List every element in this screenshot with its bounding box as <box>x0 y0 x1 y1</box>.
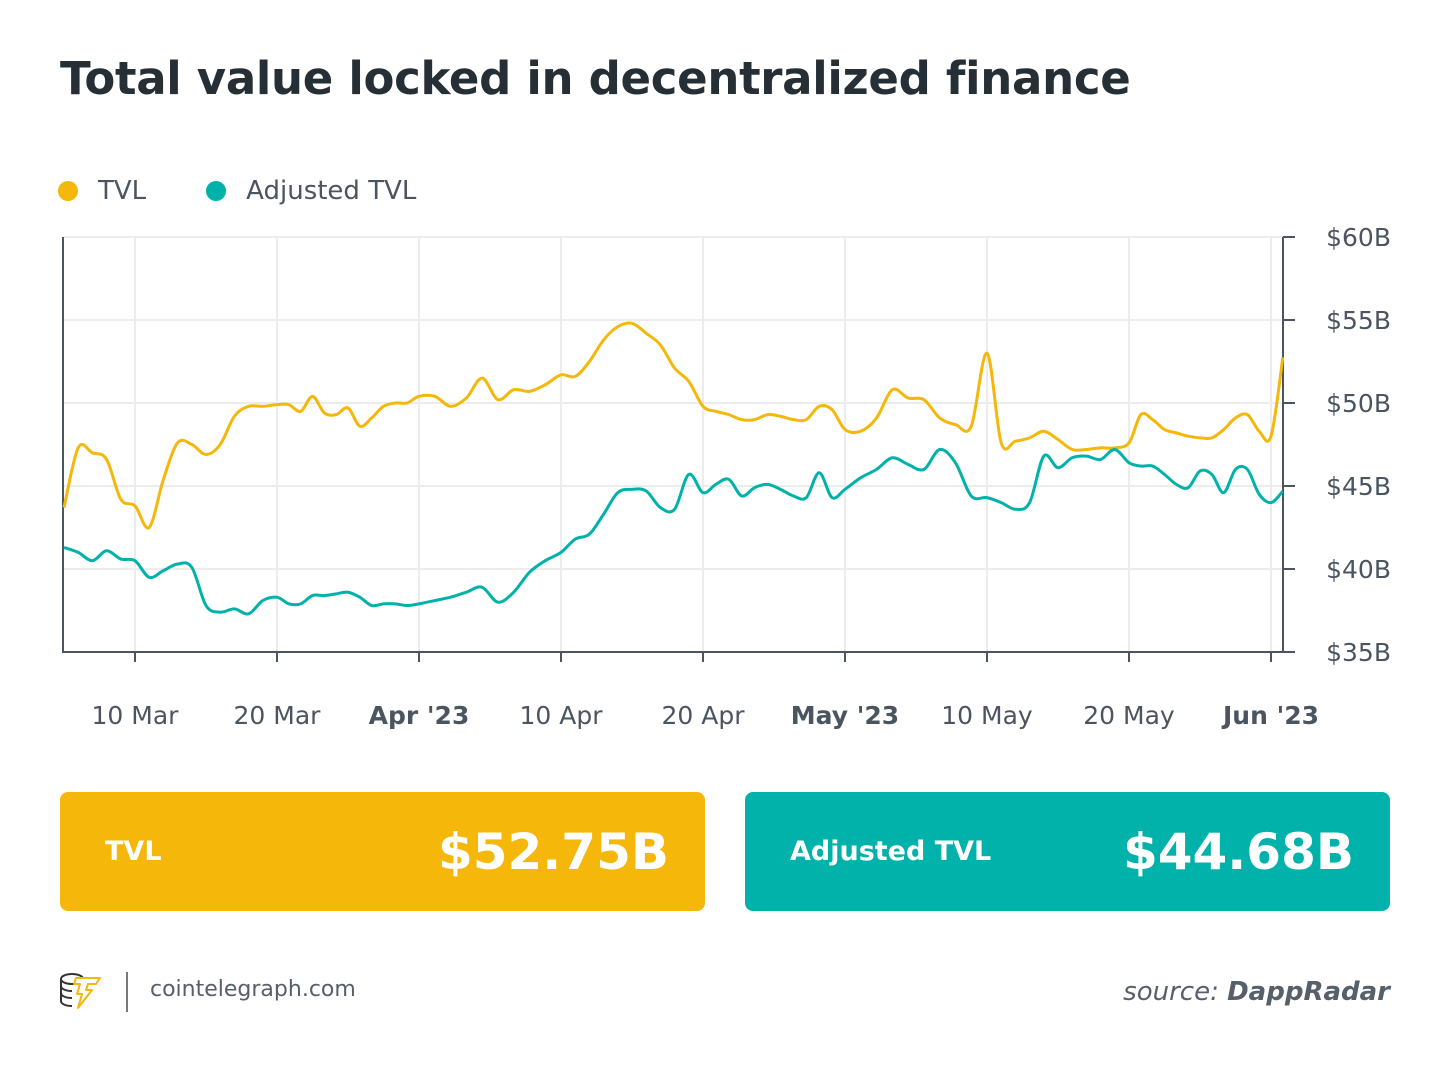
y-tick-label: $50B <box>1326 389 1391 418</box>
legend-item-adjusted-tvl: Adjusted TVL <box>206 176 416 206</box>
legend-item-tvl: TVL <box>58 176 146 206</box>
card-value: $52.75B <box>437 822 669 881</box>
line-chart: $35B $40B $45B $50B $55B $60B 10 Mar 20 Mar Apr … <box>62 223 1391 730</box>
y-tick-label: $45B <box>1326 472 1391 501</box>
card-label: Adjusted TVL <box>790 836 992 867</box>
x-tick-label: 10 May <box>941 701 1033 730</box>
x-tick-label: 10 Apr <box>519 701 603 730</box>
footer-divider <box>126 972 128 1012</box>
cointelegraph-logo-icon <box>60 973 101 1009</box>
adjusted-tvl-card: Adjusted TVL $44.68B <box>745 792 1390 911</box>
source-prefix: source: <box>1123 977 1219 1007</box>
x-tick-label: 20 Apr <box>661 701 745 730</box>
y-tick-label: $35B <box>1326 638 1391 667</box>
tvl-card: TVL $52.75B <box>60 792 705 911</box>
y-tick-label: $55B <box>1326 306 1391 335</box>
legend-label: Adjusted TVL <box>246 176 417 206</box>
x-tick-label: May '23 <box>791 701 899 730</box>
x-tick-label: 20 Mar <box>234 701 322 730</box>
source-credit: source: DappRadar <box>1123 977 1390 1007</box>
x-tick-label: 10 Mar <box>92 701 180 730</box>
legend-dot-adjusted <box>206 181 227 201</box>
chart-title: Total value locked in decentralized fina… <box>60 52 1131 105</box>
legend-dot-tvl <box>58 181 78 201</box>
y-tick-label: $60B <box>1326 223 1391 252</box>
source-name: DappRadar <box>1227 977 1390 1007</box>
series-line-tvl <box>62 321 1285 530</box>
site-name: cointelegraph.com <box>150 977 356 1002</box>
legend-label: TVL <box>98 176 147 206</box>
x-tick-label: 20 May <box>1083 701 1175 730</box>
y-tick-label: $40B <box>1326 555 1391 584</box>
legend: TVL Adjusted TVL <box>58 176 476 206</box>
card-label: TVL <box>105 836 162 867</box>
series-line-adjusted-tvl <box>63 447 1284 616</box>
x-tick-label: Apr '23 <box>369 701 470 730</box>
x-tick-label: Jun '23 <box>1221 701 1319 730</box>
card-value: $44.68B <box>1122 822 1354 881</box>
